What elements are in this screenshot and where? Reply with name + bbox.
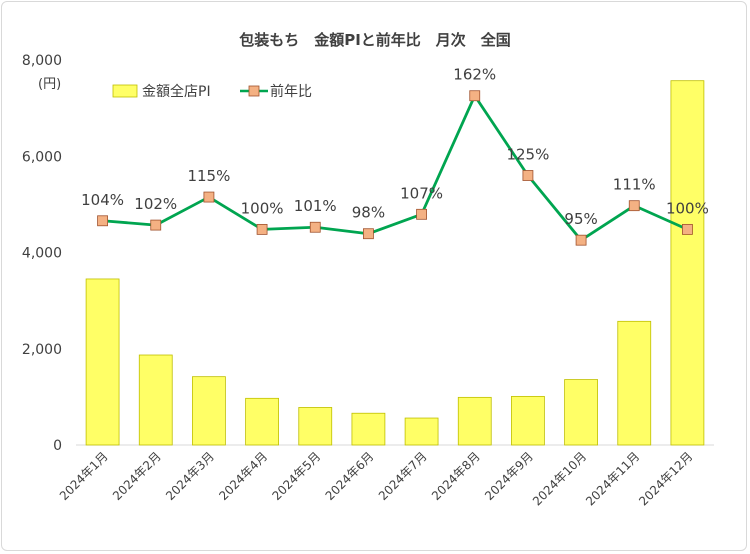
data-label: 162%	[453, 66, 496, 84]
x-axis: 2024年1月 2024年2月 2024年3月 2024年4月 2024年5月 2024年…	[57, 449, 696, 508]
data-label: 115%	[187, 167, 230, 185]
line-point	[682, 223, 693, 235]
chart-title: 包装もち 金額PIと前年比 月次 全国	[239, 31, 511, 49]
x-tick-label: 2024年4月	[216, 449, 270, 503]
series-line	[102, 94, 688, 242]
legend-label-line: 前年比	[270, 83, 312, 100]
legend: 金額全店PI 前年比	[112, 83, 312, 100]
legend-label-bar: 金額全店PI	[142, 83, 211, 100]
x-tick-label: 2024年8月	[429, 449, 483, 503]
bar	[617, 320, 652, 446]
bar	[85, 278, 120, 446]
x-tick-label: 2024年12月	[636, 449, 695, 508]
data-label: 95%	[564, 210, 597, 228]
bar	[511, 395, 545, 446]
line-point	[522, 170, 534, 181]
y-tick-label: 0	[53, 438, 62, 454]
line-point	[256, 223, 268, 235]
line-point	[469, 90, 481, 102]
line-point	[363, 228, 374, 240]
y-axis-unit: (円)	[38, 77, 61, 92]
data-label: 107%	[400, 184, 443, 202]
line-point	[416, 208, 427, 220]
bar	[298, 407, 333, 446]
x-tick-label: 2024年5月	[269, 449, 323, 503]
bar	[404, 417, 439, 446]
line-point	[575, 234, 587, 246]
data-label: 98%	[352, 204, 385, 222]
data-label: 102%	[134, 195, 177, 213]
line-point	[203, 191, 215, 203]
x-tick-label: 2024年7月	[376, 449, 430, 503]
legend-swatch-marker	[248, 85, 260, 97]
line-point	[309, 221, 321, 233]
line-point	[628, 200, 640, 212]
bar	[192, 376, 226, 446]
line-series: 104% 102% 115% 100% 101% 98% 107% 162% 125% 95% 11…	[81, 66, 709, 246]
y-tick-label: 2,000	[22, 342, 62, 358]
y-tick-label: 6,000	[22, 149, 62, 165]
bar	[457, 396, 492, 446]
bar	[351, 412, 386, 446]
data-label: 100%	[241, 199, 284, 217]
y-tick-label: 4,000	[22, 246, 62, 262]
data-label: 111%	[613, 176, 656, 194]
line-point	[150, 219, 162, 231]
x-tick-label: 2024年1月	[57, 449, 111, 503]
x-tick-label: 2024年2月	[110, 449, 164, 503]
x-tick-label: 2024年3月	[163, 449, 217, 503]
bar	[245, 397, 279, 446]
y-tick-label: 8,000	[22, 53, 62, 69]
data-label: 104%	[81, 191, 124, 209]
x-tick-label: 2024年10月	[530, 449, 589, 508]
line-point	[97, 215, 108, 227]
data-label: 100%	[666, 199, 709, 217]
x-tick-label: 2024年9月	[482, 449, 536, 503]
data-label: 125%	[506, 146, 549, 164]
bar	[138, 354, 173, 446]
x-tick-label: 2024年11月	[583, 449, 642, 508]
y-axis: 0 2,000 4,000 6,000 8,000	[22, 53, 62, 454]
bar	[670, 80, 705, 446]
data-label: 101%	[294, 197, 337, 215]
bar	[564, 379, 598, 446]
legend-swatch-bar	[112, 84, 138, 98]
x-tick-label: 2024年6月	[323, 449, 377, 503]
bar-series	[85, 80, 705, 446]
